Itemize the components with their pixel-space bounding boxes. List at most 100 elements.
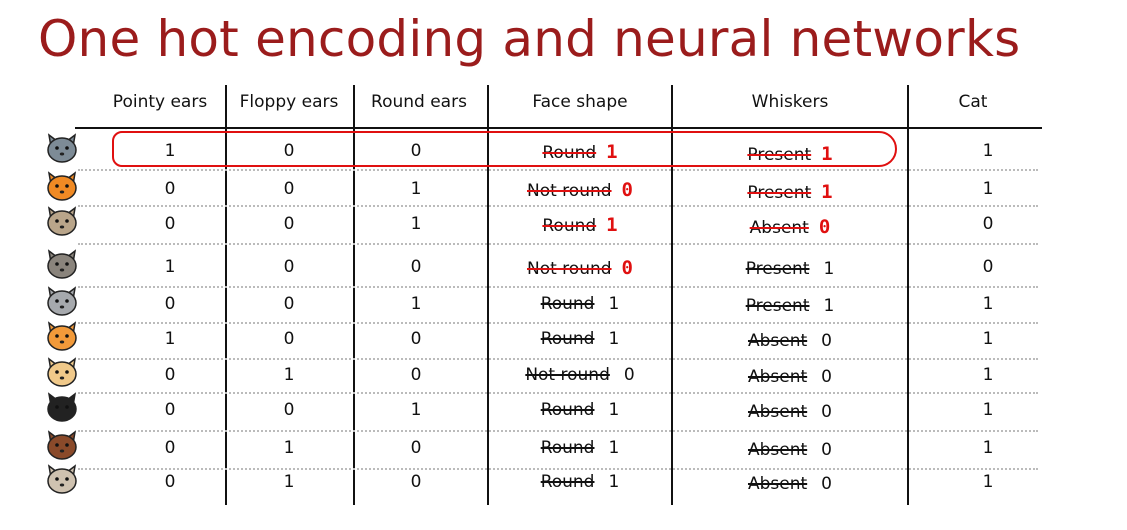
row-separator — [78, 243, 1038, 245]
row-separator — [78, 286, 1038, 288]
table-row: 1 0 0 Not round 0 Present 1 0 — [0, 249, 1127, 287]
row-separator — [78, 205, 1038, 207]
pug-icon — [44, 462, 80, 496]
cell-round-ears: 1 — [410, 179, 422, 199]
cell-round-ears: 0 — [410, 257, 422, 277]
cell-pointy-ears: 1 — [164, 141, 176, 161]
row-separator — [78, 322, 1038, 324]
cell-pointy-ears: 0 — [164, 214, 176, 234]
cell-pointy-ears: 0 — [164, 179, 176, 199]
face-shape-text: Not round — [527, 181, 612, 201]
beige-dog-icon — [44, 355, 80, 389]
cell-pointy-ears: 0 — [164, 294, 176, 314]
orange-cat-icon — [44, 169, 80, 203]
cell-pointy-ears: 1 — [164, 329, 176, 349]
cell-face-shape: Round 1 — [490, 294, 670, 314]
cell-whiskers: Present 1 — [700, 181, 880, 203]
grey-mouse-cat-icon — [44, 284, 80, 318]
row-separator — [78, 430, 1038, 432]
table-row: 1 0 0 Round 1 Absent 0 1 — [0, 321, 1127, 359]
face-shape-text: Round — [542, 143, 597, 163]
cell-round-ears: 0 — [410, 472, 422, 492]
column-divider — [907, 85, 909, 505]
highlight-loop-annotation — [112, 131, 897, 167]
cell-pointy-ears: 1 — [164, 257, 176, 277]
table-row: 0 0 1 Round 1 Present 1 1 — [0, 286, 1127, 324]
cell-whiskers: Absent 0 — [700, 402, 880, 422]
header-round-ears: Round ears — [371, 92, 467, 112]
cell-face-shape: Round 1 — [490, 214, 670, 236]
row-separator — [78, 468, 1038, 470]
cell-round-ears: 1 — [410, 294, 422, 314]
face-shape-text: Round — [542, 216, 597, 236]
cell-cat: 1 — [982, 179, 994, 199]
cell-whiskers: Present 1 — [700, 259, 880, 279]
whiskers-text: Absent — [747, 440, 808, 460]
face-shape-text: Round — [540, 438, 595, 458]
cell-floppy-ears: 1 — [283, 438, 295, 458]
cell-face-shape: Round 1 — [490, 400, 670, 420]
cell-face-shape: Round 1 — [490, 141, 670, 163]
cell-whiskers: Absent 0 — [700, 216, 880, 238]
cell-whiskers: Present 1 — [700, 296, 880, 316]
face-shape-code: 1 — [608, 400, 620, 420]
cell-floppy-ears: 0 — [283, 294, 295, 314]
cell-whiskers: Absent 0 — [700, 367, 880, 387]
wolf-icon — [44, 247, 80, 281]
face-shape-text: Round — [540, 294, 595, 314]
cell-pointy-ears: 0 — [164, 400, 176, 420]
cell-face-shape: Round 1 — [490, 472, 670, 492]
header-face-shape: Face shape — [532, 92, 628, 112]
face-shape-code: 1 — [608, 438, 620, 458]
face-shape-text: Round — [540, 329, 595, 349]
grey-cat-icon — [44, 131, 80, 165]
cell-floppy-ears: 0 — [283, 400, 295, 420]
cell-floppy-ears: 0 — [283, 179, 295, 199]
whiskers-text: Present — [745, 259, 810, 279]
cell-whiskers: Absent 0 — [700, 331, 880, 351]
cell-round-ears: 0 — [410, 329, 422, 349]
cell-floppy-ears: 0 — [283, 214, 295, 234]
cell-floppy-ears: 1 — [283, 365, 295, 385]
whiskers-text: Present — [747, 183, 812, 203]
whiskers-code: 0 — [821, 402, 832, 422]
whiskers-text: Absent — [747, 367, 808, 387]
cell-face-shape: Round 1 — [490, 438, 670, 458]
whiskers-code: 0 — [821, 474, 832, 494]
table-row: 0 0 1 Round 1 Absent 0 1 — [0, 392, 1127, 430]
whiskers-text: Absent — [747, 474, 808, 494]
cell-round-ears: 0 — [410, 141, 422, 161]
column-divider — [353, 85, 355, 505]
cell-cat: 1 — [982, 400, 994, 420]
cell-whiskers: Absent 0 — [700, 440, 880, 460]
header-whiskers: Whiskers — [751, 92, 829, 112]
cell-cat: 1 — [982, 365, 994, 385]
table-row: 0 0 1 Round 1 Absent 0 0 — [0, 206, 1127, 244]
table-row: 0 1 0 Not round 0 Absent 0 1 — [0, 357, 1127, 395]
cell-floppy-ears: 1 — [283, 472, 295, 492]
cell-whiskers: Absent 0 — [700, 474, 880, 494]
row-separator — [78, 358, 1038, 360]
header-rule — [75, 127, 1042, 129]
row-separator — [78, 392, 1038, 394]
table-row: 0 1 0 Round 1 Absent 0 1 — [0, 464, 1127, 502]
column-divider — [671, 85, 673, 505]
cell-pointy-ears: 0 — [164, 365, 176, 385]
face-shape-code: 1 — [608, 472, 620, 492]
whiskers-code: 1 — [821, 181, 833, 203]
cell-cat: 1 — [982, 294, 994, 314]
cell-round-ears: 1 — [410, 214, 422, 234]
face-shape-text: Not round — [525, 365, 610, 385]
tuxedo-cat-icon — [44, 390, 80, 424]
face-shape-code: 1 — [606, 141, 618, 163]
whiskers-code: 0 — [821, 440, 832, 460]
whiskers-text: Absent — [747, 331, 808, 351]
cell-face-shape: Not round 0 — [490, 365, 670, 385]
cell-cat: 0 — [982, 257, 994, 277]
face-shape-code: 0 — [621, 179, 633, 201]
cell-floppy-ears: 0 — [283, 141, 295, 161]
whiskers-text: Present — [747, 145, 812, 165]
cell-face-shape: Not round 0 — [490, 179, 670, 201]
orange-white-cat-icon — [44, 319, 80, 353]
cell-face-shape: Not round 0 — [490, 257, 670, 279]
